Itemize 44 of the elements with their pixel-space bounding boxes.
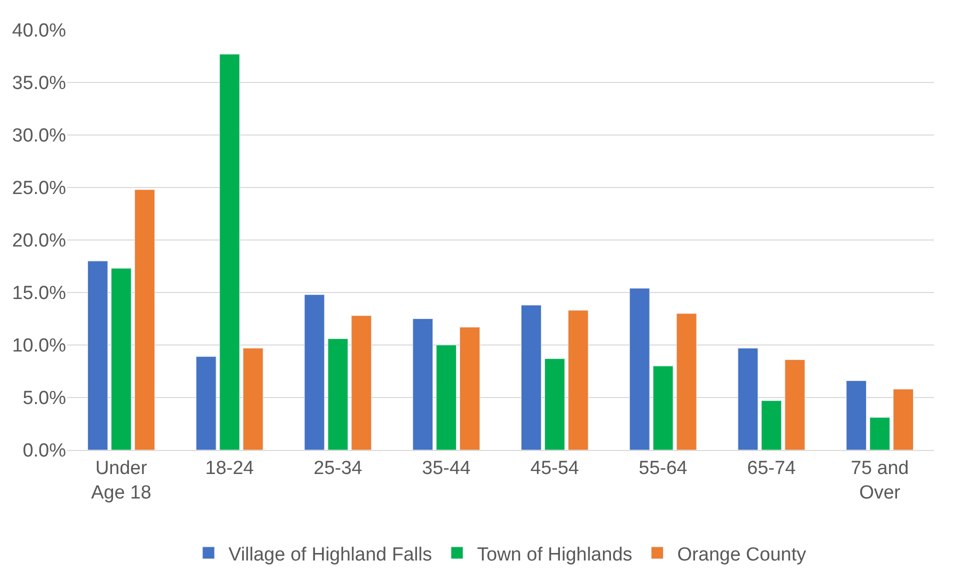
bar [328, 338, 348, 450]
bar [219, 54, 240, 450]
y-tick-label: 5.0% [22, 388, 66, 410]
y-tick-label: 0.0% [22, 440, 66, 462]
bar [784, 359, 806, 450]
y-tick-label: 15.0% [12, 283, 66, 304]
y-tick-label: 30.0% [12, 126, 66, 147]
x-tick-label: 25-34 [314, 458, 363, 479]
x-tick-label: 55-64 [638, 458, 688, 479]
x-tick-label: 65-74 [747, 458, 796, 479]
y-tick-label: 10.0% [12, 336, 66, 357]
bar [436, 344, 457, 450]
bar [304, 294, 325, 450]
bar [351, 315, 372, 450]
legend-label: Village of Highland Falls [228, 544, 432, 566]
x-tick-label: Under Age 18 [91, 458, 152, 504]
bar [870, 417, 890, 450]
x-tick-label: 18-24 [205, 458, 254, 479]
bar [242, 348, 264, 450]
bar [893, 388, 914, 450]
bar [196, 356, 216, 450]
bar [761, 400, 782, 450]
y-tick-label: 20.0% [12, 230, 66, 252]
bar [738, 348, 758, 450]
legend-label: Orange County [677, 544, 807, 566]
bar [676, 313, 697, 450]
bar [629, 288, 650, 450]
x-tick-label: 75 and Over [850, 458, 909, 504]
bar [134, 189, 155, 450]
y-tick-label: 35.0% [12, 73, 66, 94]
bar [568, 310, 588, 450]
legend-label: Town of Highlands [477, 544, 632, 566]
y-tick-label: 25.0% [12, 178, 66, 200]
y-tick-label: 40.0% [12, 20, 66, 42]
bar [520, 304, 542, 450]
x-tick-label: 45-54 [530, 458, 580, 479]
bar [412, 318, 434, 450]
bar [460, 326, 480, 450]
bar [652, 366, 674, 450]
bar [846, 380, 867, 450]
x-tick-label: 35-44 [422, 458, 472, 479]
bar [87, 260, 108, 450]
bar [110, 268, 132, 450]
bar [544, 358, 565, 450]
